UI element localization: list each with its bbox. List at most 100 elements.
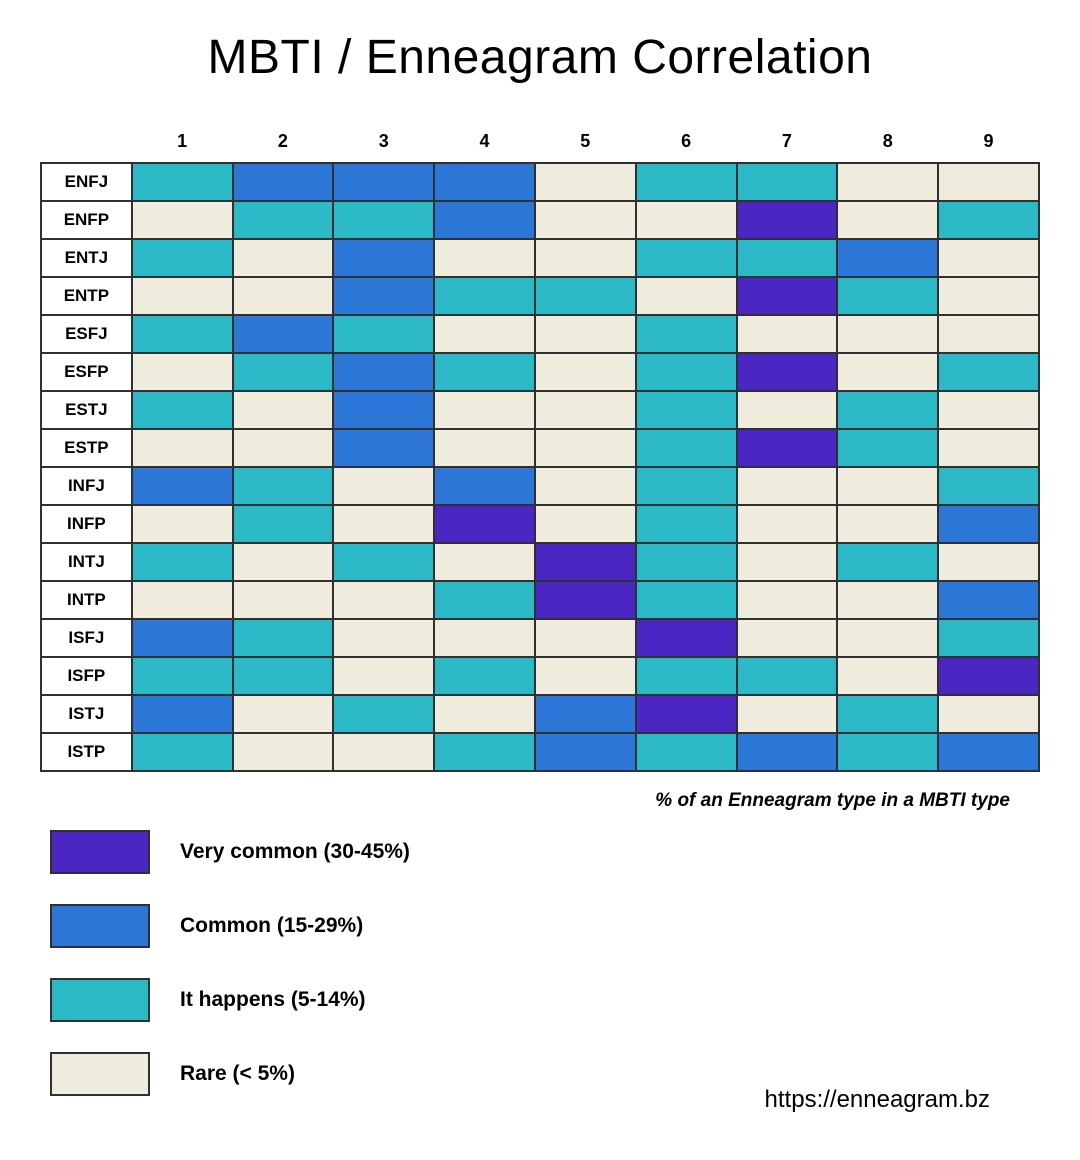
table-row: ESTP — [41, 429, 1039, 467]
heatmap-cell — [837, 505, 938, 543]
heatmap-cell — [233, 201, 334, 239]
heatmap-cell — [434, 505, 535, 543]
heatmap-cell — [333, 163, 434, 201]
heatmap-cell — [333, 391, 434, 429]
heatmap-cell — [938, 619, 1039, 657]
heatmap-cell — [434, 201, 535, 239]
row-label: ENFP — [41, 201, 132, 239]
heatmap-cell — [333, 581, 434, 619]
column-header: 3 — [333, 125, 434, 163]
table-row: ISFP — [41, 657, 1039, 695]
row-label: ENTP — [41, 277, 132, 315]
heatmap-cell — [333, 277, 434, 315]
table-row: INTP — [41, 581, 1039, 619]
heatmap-cell — [837, 353, 938, 391]
heatmap-cell — [233, 163, 334, 201]
heatmap-container: 123456789 ENFJENFPENTJENTPESFJESFPESTJES… — [40, 125, 1040, 772]
row-label: ISFJ — [41, 619, 132, 657]
heatmap-cell — [333, 239, 434, 277]
row-label: INFP — [41, 505, 132, 543]
heatmap-table: 123456789 ENFJENFPENTJENTPESFJESFPESTJES… — [40, 125, 1040, 772]
heatmap-cell — [636, 429, 737, 467]
heatmap-cell — [535, 163, 636, 201]
heatmap-cell — [233, 733, 334, 771]
heatmap-cell — [333, 201, 434, 239]
row-label: ESTP — [41, 429, 132, 467]
heatmap-cell — [737, 543, 838, 581]
heatmap-cell — [333, 315, 434, 353]
heatmap-cell — [132, 581, 233, 619]
heatmap-cell — [434, 391, 535, 429]
heatmap-cell — [737, 467, 838, 505]
heatmap-cell — [233, 239, 334, 277]
legend: Very common (30-45%)Common (15-29%)It ha… — [40, 830, 1040, 1096]
heatmap-cell — [434, 657, 535, 695]
heatmap-cell — [938, 315, 1039, 353]
heatmap-cell — [535, 353, 636, 391]
heatmap-cell — [938, 581, 1039, 619]
row-label: INTP — [41, 581, 132, 619]
row-label: ESFJ — [41, 315, 132, 353]
heatmap-cell — [737, 505, 838, 543]
heatmap-cell — [636, 581, 737, 619]
heatmap-cell — [837, 315, 938, 353]
table-row: ESTJ — [41, 391, 1039, 429]
heatmap-cell — [233, 505, 334, 543]
heatmap-cell — [535, 695, 636, 733]
heatmap-cell — [837, 277, 938, 315]
heatmap-cell — [434, 733, 535, 771]
row-label: ENTJ — [41, 239, 132, 277]
row-label: ISFP — [41, 657, 132, 695]
heatmap-cell — [333, 467, 434, 505]
heatmap-cell — [737, 733, 838, 771]
footer-note: % of an Enneagram type in a MBTI type — [40, 790, 1040, 812]
heatmap-cell — [837, 429, 938, 467]
row-label: INTJ — [41, 543, 132, 581]
heatmap-cell — [938, 543, 1039, 581]
heatmap-cell — [737, 315, 838, 353]
heatmap-cell — [938, 657, 1039, 695]
heatmap-cell — [434, 277, 535, 315]
row-label: ESTJ — [41, 391, 132, 429]
heatmap-cell — [737, 391, 838, 429]
legend-swatch — [50, 904, 150, 948]
heatmap-cell — [132, 505, 233, 543]
corner-cell — [41, 125, 132, 163]
heatmap-cell — [837, 581, 938, 619]
row-label: ISTP — [41, 733, 132, 771]
heatmap-cell — [938, 201, 1039, 239]
heatmap-cell — [938, 277, 1039, 315]
heatmap-cell — [535, 733, 636, 771]
heatmap-cell — [737, 695, 838, 733]
heatmap-cell — [938, 163, 1039, 201]
heatmap-cell — [837, 239, 938, 277]
table-row: ENTJ — [41, 239, 1039, 277]
table-row: ISTJ — [41, 695, 1039, 733]
table-row: INTJ — [41, 543, 1039, 581]
legend-item: It happens (5-14%) — [50, 978, 1040, 1022]
heatmap-cell — [132, 353, 233, 391]
heatmap-cell — [837, 467, 938, 505]
row-label: ENFJ — [41, 163, 132, 201]
heatmap-cell — [636, 733, 737, 771]
row-label: INFJ — [41, 467, 132, 505]
heatmap-cell — [434, 163, 535, 201]
heatmap-cell — [333, 543, 434, 581]
heatmap-cell — [233, 353, 334, 391]
row-label: ISTJ — [41, 695, 132, 733]
row-label: ESFP — [41, 353, 132, 391]
heatmap-cell — [434, 353, 535, 391]
heatmap-cell — [737, 353, 838, 391]
heatmap-cell — [132, 391, 233, 429]
heatmap-cell — [535, 315, 636, 353]
heatmap-cell — [333, 505, 434, 543]
table-row: ESFJ — [41, 315, 1039, 353]
table-row: ESFP — [41, 353, 1039, 391]
column-header: 4 — [434, 125, 535, 163]
legend-swatch — [50, 1052, 150, 1096]
heatmap-cell — [535, 543, 636, 581]
heatmap-cell — [535, 239, 636, 277]
heatmap-cell — [132, 239, 233, 277]
heatmap-cell — [938, 467, 1039, 505]
heatmap-cell — [132, 543, 233, 581]
